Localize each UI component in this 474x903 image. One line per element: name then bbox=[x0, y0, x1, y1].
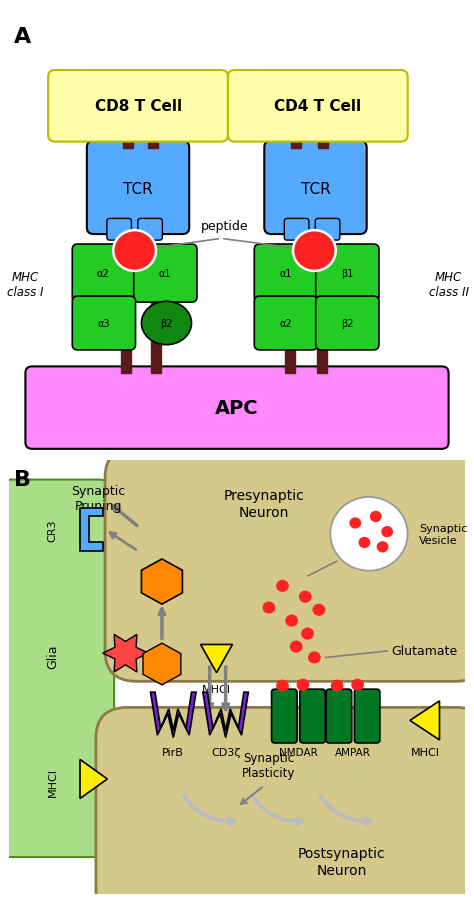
FancyBboxPatch shape bbox=[316, 297, 379, 350]
Bar bbox=[148, 135, 158, 149]
Circle shape bbox=[331, 680, 344, 692]
Circle shape bbox=[293, 231, 336, 272]
Circle shape bbox=[312, 604, 325, 616]
FancyBboxPatch shape bbox=[254, 297, 318, 350]
Text: MHCI: MHCI bbox=[48, 767, 58, 796]
Circle shape bbox=[276, 580, 289, 592]
Text: NMDAR: NMDAR bbox=[279, 748, 318, 758]
Bar bbox=[291, 135, 301, 149]
Text: C4: C4 bbox=[118, 648, 133, 658]
Bar bbox=[151, 291, 161, 374]
FancyBboxPatch shape bbox=[26, 367, 448, 450]
Circle shape bbox=[263, 601, 275, 614]
Text: Synaptic
Vesicle: Synaptic Vesicle bbox=[419, 524, 467, 545]
Polygon shape bbox=[410, 701, 439, 740]
FancyBboxPatch shape bbox=[228, 71, 408, 143]
Text: MHC
class II: MHC class II bbox=[428, 271, 469, 299]
Text: C1q: C1q bbox=[151, 659, 173, 669]
Circle shape bbox=[290, 641, 302, 653]
FancyBboxPatch shape bbox=[138, 219, 163, 241]
Text: C3b: C3b bbox=[150, 577, 174, 587]
Polygon shape bbox=[80, 508, 103, 552]
Circle shape bbox=[276, 680, 289, 692]
FancyBboxPatch shape bbox=[316, 245, 379, 303]
FancyBboxPatch shape bbox=[355, 689, 380, 743]
Text: Presynaptic
Neuron: Presynaptic Neuron bbox=[224, 489, 305, 519]
Circle shape bbox=[299, 591, 311, 603]
Circle shape bbox=[377, 542, 389, 553]
Polygon shape bbox=[201, 645, 232, 673]
Text: peptide: peptide bbox=[201, 219, 248, 233]
Polygon shape bbox=[203, 693, 248, 738]
Ellipse shape bbox=[141, 302, 191, 345]
FancyBboxPatch shape bbox=[315, 219, 340, 241]
Text: Synaptic
Plasticity: Synaptic Plasticity bbox=[242, 751, 296, 779]
Text: A: A bbox=[14, 27, 31, 47]
Bar bbox=[123, 135, 133, 149]
Text: AMPAR: AMPAR bbox=[335, 748, 371, 758]
Bar bbox=[121, 291, 131, 374]
FancyBboxPatch shape bbox=[48, 71, 228, 143]
Text: CR3: CR3 bbox=[48, 518, 58, 541]
Text: MHCI: MHCI bbox=[411, 748, 440, 758]
FancyBboxPatch shape bbox=[326, 689, 352, 743]
FancyBboxPatch shape bbox=[87, 142, 189, 235]
Text: Synaptic
Pruning: Synaptic Pruning bbox=[71, 484, 125, 512]
Text: β2: β2 bbox=[160, 319, 173, 329]
Text: PirB: PirB bbox=[163, 748, 184, 758]
Circle shape bbox=[285, 615, 298, 627]
Circle shape bbox=[370, 511, 382, 523]
Text: α1: α1 bbox=[159, 269, 172, 279]
Polygon shape bbox=[80, 759, 107, 798]
FancyBboxPatch shape bbox=[134, 245, 197, 303]
Text: CD4 T Cell: CD4 T Cell bbox=[274, 98, 362, 114]
FancyBboxPatch shape bbox=[72, 245, 136, 303]
Bar bbox=[317, 291, 327, 374]
FancyBboxPatch shape bbox=[300, 689, 325, 743]
FancyBboxPatch shape bbox=[72, 297, 136, 350]
Polygon shape bbox=[151, 693, 196, 738]
Text: CD8 T Cell: CD8 T Cell bbox=[95, 98, 182, 114]
Polygon shape bbox=[103, 635, 148, 672]
Circle shape bbox=[301, 628, 314, 640]
Text: APC: APC bbox=[215, 398, 259, 418]
Circle shape bbox=[381, 526, 393, 537]
FancyBboxPatch shape bbox=[96, 708, 474, 903]
Circle shape bbox=[297, 679, 310, 691]
Text: MHCI: MHCI bbox=[202, 684, 231, 694]
Bar bbox=[285, 291, 295, 374]
Text: α2: α2 bbox=[96, 269, 109, 279]
FancyBboxPatch shape bbox=[105, 448, 474, 682]
Circle shape bbox=[308, 652, 321, 664]
Circle shape bbox=[113, 231, 156, 272]
FancyBboxPatch shape bbox=[107, 219, 131, 241]
Circle shape bbox=[349, 517, 361, 529]
FancyBboxPatch shape bbox=[264, 142, 367, 235]
Text: B: B bbox=[14, 470, 31, 489]
Text: α3: α3 bbox=[98, 319, 110, 329]
Text: β1: β1 bbox=[341, 269, 353, 279]
Text: β2: β2 bbox=[341, 319, 354, 329]
Text: TCR: TCR bbox=[123, 182, 153, 197]
Text: α2: α2 bbox=[279, 319, 292, 329]
Text: CD3ζ: CD3ζ bbox=[211, 748, 240, 758]
Text: α1: α1 bbox=[280, 269, 292, 279]
FancyBboxPatch shape bbox=[254, 245, 318, 303]
Bar bbox=[318, 135, 328, 149]
Circle shape bbox=[351, 679, 364, 691]
FancyBboxPatch shape bbox=[284, 219, 309, 241]
Circle shape bbox=[330, 498, 408, 571]
Text: Glia: Glia bbox=[46, 643, 59, 668]
Text: MHC
class I: MHC class I bbox=[7, 271, 44, 299]
Circle shape bbox=[358, 537, 370, 548]
Text: Glutamate: Glutamate bbox=[392, 645, 458, 657]
FancyBboxPatch shape bbox=[0, 480, 114, 857]
Polygon shape bbox=[141, 559, 182, 604]
Polygon shape bbox=[143, 644, 181, 685]
FancyBboxPatch shape bbox=[272, 689, 297, 743]
Text: Postsynaptic
Neuron: Postsynaptic Neuron bbox=[298, 846, 385, 877]
Text: TCR: TCR bbox=[301, 182, 330, 197]
